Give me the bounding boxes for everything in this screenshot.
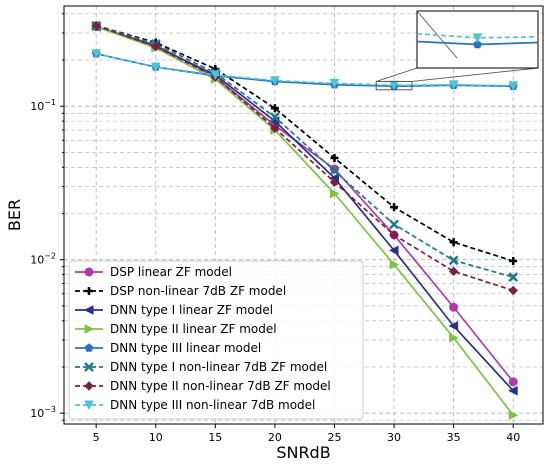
data-point (508, 272, 519, 283)
legend-label: DNN type II non-linear 7dB ZF model (110, 379, 331, 393)
x-tick-label: 40 (506, 431, 520, 444)
legend-label: DNN type I non-linear 7dB ZF model (110, 360, 327, 374)
data-point (91, 20, 101, 31)
x-tick-label: 20 (268, 431, 282, 444)
data-point (390, 203, 399, 212)
data-point (388, 245, 399, 256)
legend-item: DNN type I linear ZF model (75, 303, 273, 317)
data-point (449, 332, 459, 343)
data-point (330, 153, 339, 162)
data-point (270, 104, 279, 113)
x-axis-title: SNRdB (276, 443, 330, 462)
data-point (389, 230, 399, 240)
legend-swatch-marker (84, 343, 94, 352)
data-point (150, 62, 161, 73)
inset-series (416, 32, 539, 43)
series-line (95, 25, 514, 416)
x-tick-label: 10 (149, 431, 163, 444)
y-tick-label: 10−3 (30, 405, 56, 420)
legend-item: DNN type II non-linear 7dB ZF model (75, 379, 331, 393)
data-point (508, 377, 518, 387)
zoom-inset (375, 10, 539, 91)
inset-connector (376, 67, 418, 82)
data-point (270, 112, 280, 122)
data-point (508, 385, 518, 396)
plot-area-frame (63, 5, 544, 425)
inset-series (416, 39, 539, 49)
data-point (210, 70, 221, 81)
axis-ticks: 5 10 15 20 25 30 35 40 10−3 10−2 10−1 (30, 13, 520, 444)
legend-label: DNN type III linear model (110, 341, 261, 355)
data-point (509, 257, 518, 266)
legend-item: DNN type II linear ZF model (75, 322, 277, 336)
legend-swatch-marker (84, 267, 94, 277)
x-tick-label: 5 (93, 431, 100, 444)
x-tick-label: 30 (387, 431, 401, 444)
legend-item: DSP non-linear 7dB ZF model (75, 284, 286, 298)
legend-label: DSP linear ZF model (110, 265, 232, 279)
series-layer (91, 20, 519, 421)
series-2 (92, 21, 518, 266)
series-line (95, 52, 514, 87)
inset-connector (411, 67, 539, 82)
data-point (508, 285, 518, 296)
x-tick-label: 25 (327, 431, 341, 444)
data-point (448, 80, 459, 90)
data-point (270, 76, 280, 86)
data-point (151, 41, 161, 52)
legend-swatch-marker (83, 305, 94, 315)
legend-label: DSP non-linear 7dB ZF model (110, 284, 286, 298)
data-point (329, 165, 340, 176)
legend-swatch-marker (84, 400, 94, 411)
legend-item: DNN type III linear model (75, 341, 261, 355)
x-tick-label: 15 (208, 431, 222, 444)
legend-swatch-marker (84, 362, 94, 372)
data-point (329, 188, 340, 199)
data-point (508, 410, 519, 421)
data-point (329, 177, 340, 187)
data-point (449, 238, 458, 247)
legend-swatch-marker (84, 324, 95, 334)
legend-label: DNN type II linear ZF model (110, 322, 277, 336)
data-point (389, 259, 400, 270)
series-line (95, 24, 514, 292)
legend-item: DNN type III non-linear 7dB model (75, 398, 315, 412)
zoom-region (375, 80, 413, 91)
data-point (389, 219, 399, 230)
legend-box (68, 260, 364, 420)
legend-label: DNN type I linear ZF model (110, 303, 273, 317)
legend: DSP linear ZF model DSP non-linear 7dB ZF… (68, 260, 364, 420)
data-point (329, 78, 340, 89)
data-point (448, 255, 459, 266)
series-line (95, 24, 514, 262)
legend-label: DNN type III non-linear 7dB model (110, 398, 315, 412)
legend-swatch-marker (84, 381, 94, 391)
data-point (270, 123, 280, 133)
data-point (91, 49, 101, 59)
inset-data-point (473, 39, 482, 49)
inset-data-point (472, 33, 483, 43)
data-point (448, 266, 459, 277)
series-line (95, 52, 514, 88)
data-point (508, 81, 519, 91)
legend-swatch-marker (85, 287, 93, 295)
series-line (95, 24, 514, 278)
series-8 (91, 49, 519, 91)
data-point (448, 321, 459, 331)
y-tick-label: 10−2 (30, 252, 56, 267)
legend-item: DSP linear ZF model (75, 265, 232, 279)
y-axis-title: BER (5, 199, 24, 231)
y-tick-label: 10−1 (30, 98, 56, 113)
data-point (449, 302, 459, 312)
legend-item: DNN type I non-linear 7dB ZF model (75, 360, 327, 374)
x-tick-label: 35 (447, 431, 461, 444)
